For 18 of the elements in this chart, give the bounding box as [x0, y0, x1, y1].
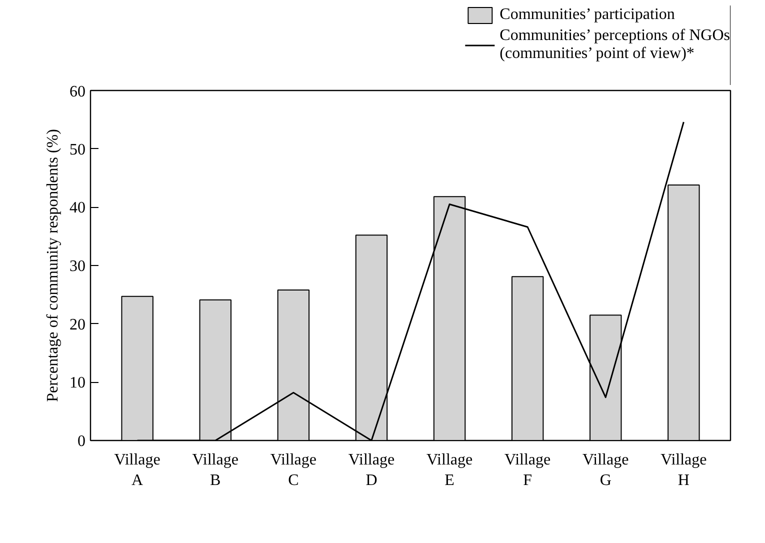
y-tick-label: 0: [78, 433, 86, 450]
x-tick-label: Village C: [270, 452, 316, 489]
legend-label: Communities’ participation: [500, 6, 675, 24]
legend-label: Communities’ perceptions of NGOs (communities’ point of view)*: [500, 27, 730, 63]
x-tick-label: Village B: [192, 452, 238, 489]
x-tick-label: Village D: [348, 452, 395, 489]
y-tick-label: 40: [70, 200, 86, 217]
x-tick-label: Village F: [504, 452, 551, 489]
y-tick-label: 20: [70, 316, 86, 334]
y-tick-label: 50: [70, 141, 86, 158]
x-tick-label: Village E: [426, 452, 473, 489]
y-tick-label: 30: [70, 258, 86, 275]
y-axis-title: Percentage of community respondents (%): [44, 129, 62, 402]
x-tick-label: Village G: [582, 452, 629, 489]
y-tick-label: 10: [70, 374, 86, 392]
y-tick-label: 60: [70, 84, 86, 100]
x-tick-label: Village H: [660, 452, 707, 489]
x-tick-label: Village A: [114, 452, 160, 489]
